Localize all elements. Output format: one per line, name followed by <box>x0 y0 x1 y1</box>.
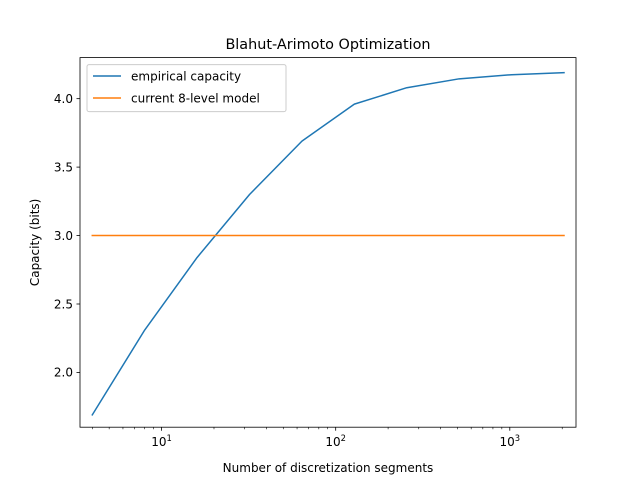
x-tick-label: 101 <box>151 433 172 449</box>
x-tick-label-base: 10 <box>151 435 166 449</box>
plot-lines <box>91 71 565 416</box>
x-tick-label-base: 10 <box>499 435 514 449</box>
chart-title: Blahut-Arimoto Optimization <box>225 37 430 53</box>
series-line-0 <box>91 71 565 416</box>
legend: empirical capacity current 8-level model <box>86 64 287 113</box>
legend-box <box>86 64 287 113</box>
legend-label-empirical: empirical capacity <box>131 69 241 83</box>
x-axis-title: Number of discretization segments <box>223 461 434 475</box>
y-tick-label: 4.0 <box>54 92 73 106</box>
legend-label-model: current 8-level model <box>131 91 260 105</box>
y-tick-label: 2.5 <box>54 297 73 311</box>
y-tick-label: 2.0 <box>54 366 73 380</box>
x-tick-label-base: 10 <box>325 435 340 449</box>
x-tick-label: 103 <box>499 433 520 449</box>
x-tick-label-exponent: 2 <box>341 433 346 443</box>
y-tick-label: 3.0 <box>54 229 73 243</box>
y-axis-title: Capacity (bits) <box>28 199 42 287</box>
x-tick-label-exponent: 3 <box>515 433 520 443</box>
x-tick-label: 102 <box>325 433 346 449</box>
y-tick-label: 3.5 <box>54 160 73 174</box>
x-tick-label-exponent: 1 <box>167 433 172 443</box>
x-axis-ticks: 101 102 103 <box>91 427 563 449</box>
y-axis-ticks: 2.0 2.5 3.0 3.5 4.0 <box>54 92 80 380</box>
